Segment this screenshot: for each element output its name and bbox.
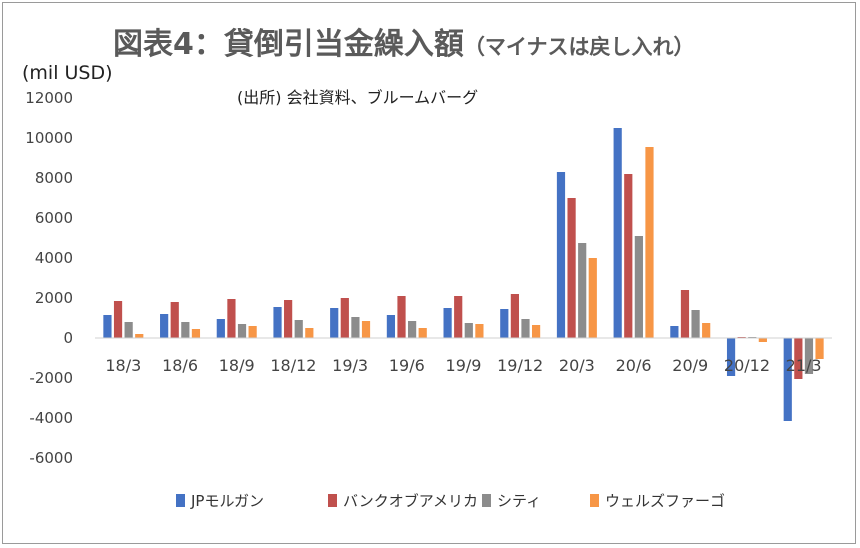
- bar: [521, 319, 530, 338]
- bar: [216, 319, 225, 338]
- bar: [645, 147, 654, 338]
- bar: [624, 174, 633, 338]
- x-tick-label: 20/6: [616, 356, 652, 375]
- bar: [500, 309, 509, 338]
- x-tick-label: 19/6: [389, 356, 425, 375]
- y-tick-label: 2000: [35, 289, 73, 307]
- bar: [783, 338, 792, 421]
- y-tick-label: -2000: [29, 369, 73, 387]
- bar: [237, 324, 247, 338]
- bar: [578, 243, 587, 338]
- bar: [454, 296, 463, 338]
- y-tick-label: 12000: [25, 89, 73, 107]
- bar: [804, 338, 814, 374]
- bar: [113, 301, 123, 338]
- bar: [305, 328, 314, 338]
- bar: [588, 258, 597, 338]
- x-tick-label: 18/12: [270, 356, 316, 375]
- chart-title: 図表4：貸倒引当金繰入額（マイナスは戻し入れ）: [113, 27, 694, 62]
- bar: [443, 308, 452, 338]
- legend-swatch: [482, 494, 491, 507]
- bar: [702, 323, 711, 338]
- bar: [191, 329, 201, 338]
- x-tick-label: 21/3: [786, 356, 822, 375]
- bar: [464, 323, 473, 338]
- bar: [418, 328, 427, 338]
- bar: [556, 172, 566, 338]
- bar: [273, 307, 282, 338]
- bar: [815, 338, 824, 359]
- legend-swatch: [328, 494, 337, 507]
- bar: [510, 294, 519, 338]
- y-tick-label: -4000: [29, 409, 73, 427]
- bar: [680, 290, 690, 338]
- bar: [475, 324, 484, 338]
- bar: [351, 317, 360, 338]
- y-axis-tick-labels: -6000 -4000 -2000 0 2000 4000 6000 8000 10000 120…: [25, 89, 73, 467]
- bar: [613, 128, 622, 338]
- bar: [227, 299, 236, 338]
- y-tick-label: 8000: [35, 169, 73, 187]
- bar: [170, 302, 179, 338]
- bar: [124, 322, 133, 338]
- bar: [294, 320, 303, 338]
- x-tick-label: 18/9: [219, 356, 255, 375]
- x-tick-label: 19/3: [332, 356, 368, 375]
- x-tick-label: 19/12: [497, 356, 543, 375]
- source-label: (出所) 会社資料、ブルームバーグ: [237, 88, 478, 107]
- y-tick-label: 0: [63, 329, 73, 347]
- bar: [103, 315, 112, 338]
- bar: [758, 338, 767, 342]
- bar: [386, 315, 396, 338]
- bar: [567, 198, 576, 338]
- legend-label: シティ: [497, 492, 541, 510]
- y-tick-label: -6000: [29, 449, 73, 467]
- bar: [670, 326, 679, 338]
- legend-label: JPモルガン: [190, 492, 264, 510]
- y-tick-label: 10000: [25, 129, 73, 147]
- x-tick-label: 20/9: [672, 356, 708, 375]
- x-axis-tick-labels: 18/3 18/6 18/9 18/12 19/3 19/6 19/9 19/12 20/3 20…: [105, 356, 821, 375]
- bar: [181, 322, 190, 338]
- legend-label: ウェルズファーゴ: [605, 492, 725, 510]
- bar: [397, 296, 406, 338]
- chart-title-suffix: （マイナスは戻し入れ）: [464, 35, 695, 59]
- x-tick-label: 20/3: [559, 356, 595, 375]
- bar: [135, 334, 144, 338]
- legend-swatch: [176, 494, 185, 507]
- legend-swatch: [590, 494, 599, 507]
- bar: [248, 326, 257, 338]
- y-tick-label: 6000: [35, 209, 73, 227]
- bar: [340, 298, 349, 338]
- unit-label: (mil USD): [22, 62, 113, 84]
- bar: [408, 321, 417, 338]
- x-tick-label: 19/9: [446, 356, 482, 375]
- bar: [634, 236, 643, 338]
- bar: [691, 310, 700, 338]
- legend: JPモルガン バンクオブアメリカ シティ ウェルズファーゴ: [176, 492, 725, 510]
- bar: [330, 308, 339, 338]
- x-tick-label: 18/3: [105, 356, 141, 375]
- x-tick-label: 20/12: [724, 356, 770, 375]
- bar: [794, 338, 803, 379]
- bar: [726, 338, 736, 376]
- bar: [531, 325, 541, 338]
- bar: [160, 314, 169, 338]
- bar: [361, 321, 371, 338]
- bar: [284, 300, 293, 338]
- legend-label: バンクオブアメリカ: [343, 492, 478, 510]
- y-tick-label: 4000: [35, 249, 73, 267]
- bars: [103, 128, 824, 421]
- x-tick-label: 18/6: [162, 356, 198, 375]
